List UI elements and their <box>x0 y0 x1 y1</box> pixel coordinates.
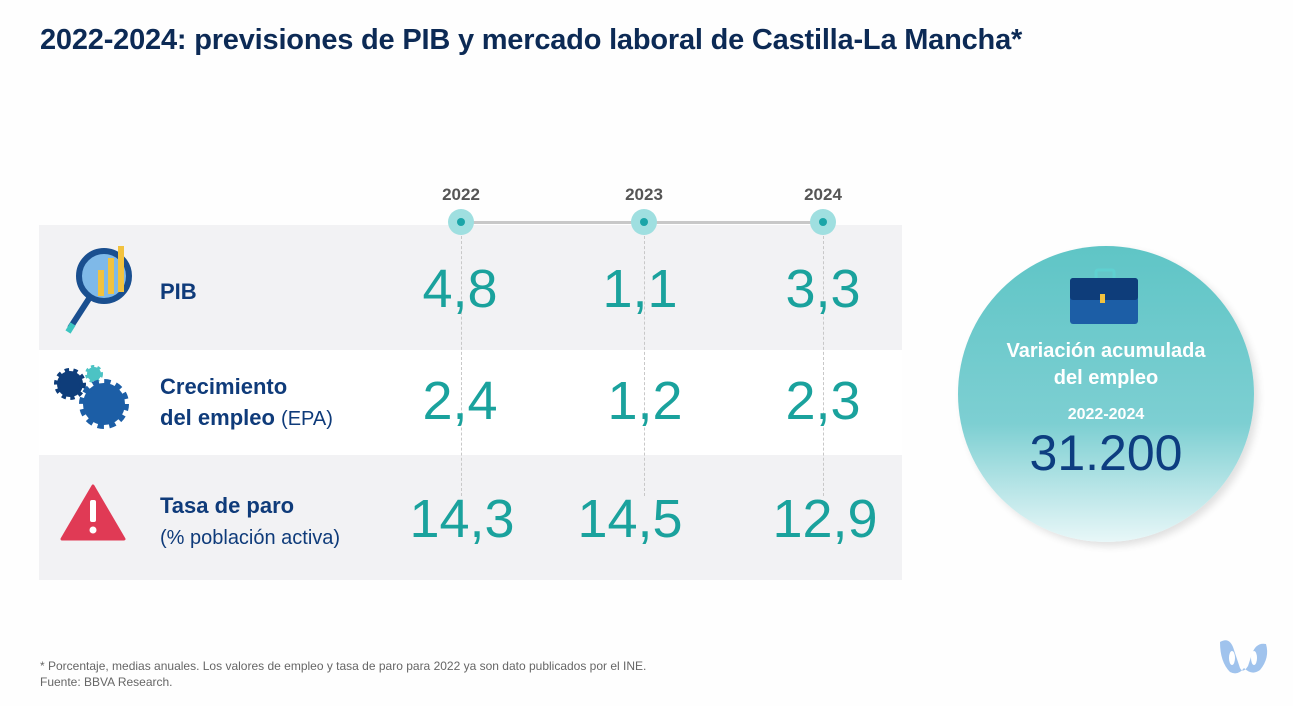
label-text: Crecimiento <box>160 374 288 399</box>
webex-logo-icon <box>1220 640 1268 674</box>
row-label-empleo: Crecimiento del empleo (EPA) <box>160 371 333 435</box>
page-title: 2022-2024: previsiones de PIB y mercado … <box>40 24 1023 56</box>
value-paro-2023: 14,5 <box>577 489 683 549</box>
timeline-dot <box>448 209 474 235</box>
row-label-paro: Tasa de paro (% población activa) <box>160 490 340 554</box>
value-paro-2024: 12,9 <box>772 489 878 549</box>
year-label: 2024 <box>804 185 842 204</box>
summary-circle: Variación acumulada del empleo 2022-2024… <box>958 246 1254 542</box>
value-empleo-2024: 2,3 <box>785 371 861 431</box>
timeline-dot <box>810 209 836 235</box>
timeline-guide <box>823 236 824 496</box>
value-pib-2024: 3,3 <box>785 259 861 319</box>
value-paro-2022: 14,3 <box>409 489 515 549</box>
footnote-text: * Porcentaje, medias anuales. Los valore… <box>40 659 647 673</box>
timeline-guide <box>644 236 645 496</box>
gears-icon <box>54 365 129 429</box>
value-empleo-2022: 2,4 <box>422 371 498 431</box>
summary-period: 2022-2024 <box>1067 406 1145 423</box>
row-band-paro <box>39 455 902 580</box>
summary-title-line: Variación acumulada <box>1006 340 1206 362</box>
briefcase-icon <box>1070 268 1138 324</box>
warning-icon <box>60 484 126 541</box>
summary-title: Variación acumulada del empleo <box>958 338 1254 392</box>
summary-value: 31.200 <box>1029 425 1183 481</box>
label-text: Tasa de paro <box>160 493 295 518</box>
value-pib-2022: 4,8 <box>422 259 498 319</box>
label-text: del empleo <box>160 405 275 430</box>
value-empleo-2023: 1,2 <box>607 371 683 431</box>
summary-title-line: del empleo <box>1053 367 1159 389</box>
row-band-pib <box>39 225 902 350</box>
label-subtext: (EPA) <box>281 408 333 430</box>
source-text: Fuente: BBVA Research. <box>40 675 173 689</box>
timeline-dot <box>631 209 657 235</box>
label-subtext: (% población activa) <box>160 527 341 549</box>
year-label: 2022 <box>442 185 480 204</box>
magnifier-chart-icon <box>65 246 132 334</box>
year-label: 2023 <box>625 185 663 204</box>
label-text: PIB <box>160 279 197 304</box>
timeline-guide <box>461 236 462 496</box>
value-pib-2023: 1,1 <box>602 259 678 319</box>
row-band-empleo <box>39 350 902 455</box>
footnote: * Porcentaje, medias anuales. Los valore… <box>40 658 646 690</box>
row-label-pib: PIB <box>160 276 197 307</box>
